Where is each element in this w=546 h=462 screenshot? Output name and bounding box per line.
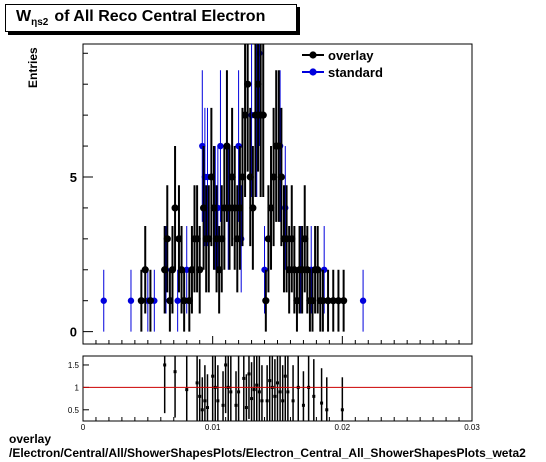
ratio-point xyxy=(229,390,233,394)
ratio-point xyxy=(211,374,215,378)
ratio-point xyxy=(278,390,282,394)
title-box: Wηs2 of All Reco Central Electron xyxy=(5,4,297,32)
ratio-point xyxy=(260,399,264,403)
overlay-point xyxy=(259,111,267,119)
ratio-point xyxy=(216,399,220,403)
ratio-point xyxy=(291,399,295,403)
overlay-point xyxy=(244,80,252,88)
overlay-point xyxy=(340,297,348,305)
x-tick-label: 0 xyxy=(81,423,86,432)
y-axis-label: Entries xyxy=(26,47,40,88)
standard-point xyxy=(359,297,367,304)
ratio-point xyxy=(257,390,261,394)
overlay-point xyxy=(146,297,155,305)
ratio-point xyxy=(242,376,246,380)
standard-point xyxy=(217,142,224,150)
ratio-point xyxy=(185,388,189,392)
ratio-point xyxy=(195,381,199,385)
ratio-point xyxy=(312,394,316,398)
overlay-point xyxy=(277,173,285,181)
ratio-point xyxy=(198,394,202,398)
overlay-point xyxy=(319,297,327,305)
chart-title: Wηs2 of All Reco Central Electron xyxy=(16,8,266,28)
ratio-point xyxy=(234,403,238,407)
standard-point xyxy=(174,297,181,304)
legend-label-standard: standard xyxy=(328,65,383,80)
overlay-point xyxy=(180,297,188,305)
overlay-point xyxy=(262,297,270,305)
ratio-point xyxy=(250,397,254,401)
overlay-point xyxy=(324,297,332,305)
overlay-point xyxy=(141,266,149,274)
ratio-point xyxy=(237,390,241,394)
ratio-point xyxy=(252,388,256,392)
ratio-point xyxy=(283,374,287,378)
title-subscript: ηs2 xyxy=(31,17,49,28)
ratio-point xyxy=(247,372,251,376)
overlay-point xyxy=(249,204,257,212)
ratio-y-tick-label: 1 xyxy=(75,383,80,392)
standard-point xyxy=(100,297,107,304)
ratio-point xyxy=(173,370,177,374)
standard-point xyxy=(127,297,135,304)
ratio-point xyxy=(281,399,285,403)
overlay-point xyxy=(163,235,171,243)
ratio-point xyxy=(203,399,207,403)
footer-line-1: overlay xyxy=(9,432,52,446)
overlay-point xyxy=(137,297,145,305)
legend-label-overlay: overlay xyxy=(328,48,374,63)
y-tick-label: 5 xyxy=(70,170,77,185)
ratio-point xyxy=(244,406,248,410)
legend-marker-standard xyxy=(309,68,317,76)
title-rest: of All Reco Central Electron xyxy=(54,8,266,25)
ratio-point xyxy=(286,390,290,394)
ratio-point xyxy=(273,394,277,398)
overlay-point xyxy=(334,297,343,305)
y-tick-label: 0 xyxy=(70,325,77,340)
main-data xyxy=(100,44,367,332)
overlay-point xyxy=(171,204,179,212)
ratio-point xyxy=(325,408,329,412)
ratio-point xyxy=(255,383,259,387)
ratio-point xyxy=(320,401,324,405)
ratio-point xyxy=(268,379,272,383)
ratio-y-tick-label: 1.5 xyxy=(68,361,80,370)
ratio-data xyxy=(163,356,344,421)
ratio-point xyxy=(163,363,167,367)
ratio-point xyxy=(200,408,204,412)
ratio-point xyxy=(265,399,269,403)
ratio-point xyxy=(205,406,209,410)
main-plot: 0 5 Entries overlay standard xyxy=(26,43,473,345)
footer-line-2: /Electron/Central/All/ShowerShapesPlots/… xyxy=(9,446,526,460)
ratio-y-tick-label: 0.5 xyxy=(68,406,80,415)
ratio-point xyxy=(224,363,228,367)
ratio-point xyxy=(221,403,225,407)
overlay-point xyxy=(196,266,204,274)
x-tick-label: 0.03 xyxy=(464,423,480,432)
x-tick-label: 0.02 xyxy=(335,423,351,432)
legend-marker-overlay xyxy=(309,51,317,59)
ratio-point xyxy=(340,408,344,412)
overlay-point xyxy=(329,297,337,305)
ratio-plot: 0 0.01 0.02 0.03 0.5 1 1.5 xyxy=(68,355,480,432)
ratio-point xyxy=(276,381,279,385)
title-main: W xyxy=(16,8,32,25)
ratio-point xyxy=(301,403,305,407)
x-tick-label: 0.01 xyxy=(205,423,221,432)
